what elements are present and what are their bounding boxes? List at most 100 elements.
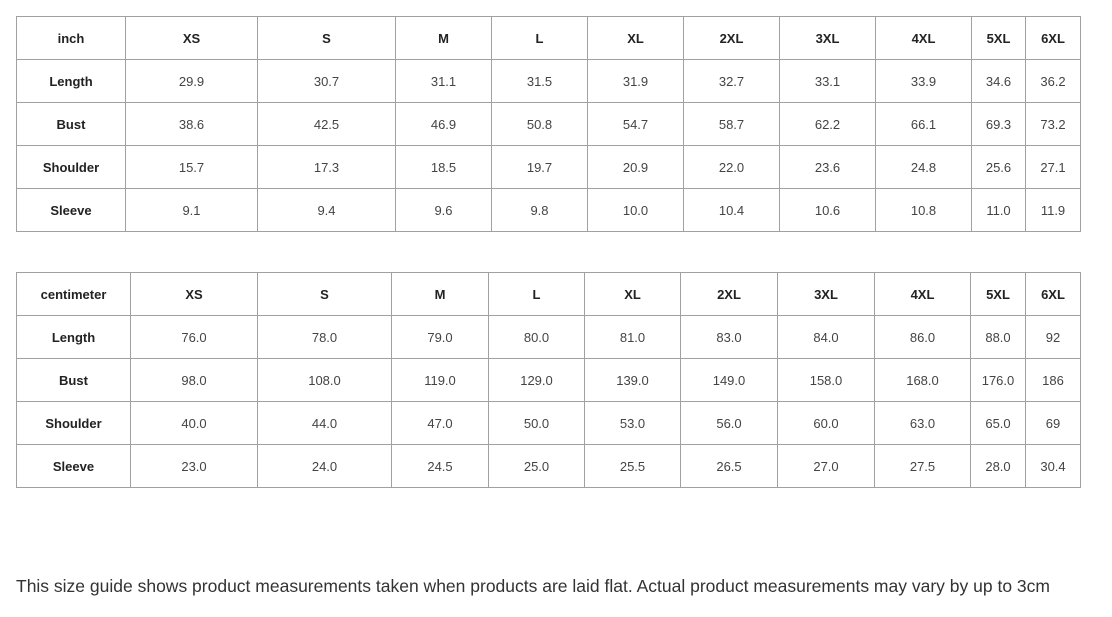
header-cell: 4XL (875, 16, 972, 60)
value-cell: 31.9 (587, 59, 684, 103)
value-cell: 42.5 (257, 102, 396, 146)
header-cell: L (488, 272, 585, 316)
value-cell: 81.0 (584, 315, 681, 359)
value-cell: 44.0 (257, 401, 392, 445)
value-cell: 50.8 (491, 102, 588, 146)
value-cell: 9.1 (125, 188, 258, 232)
header-cell: Sleeve (16, 188, 126, 232)
header-cell: XL (584, 272, 681, 316)
value-cell: 25.5 (584, 444, 681, 488)
value-cell: 84.0 (777, 315, 875, 359)
value-cell: 30.7 (257, 59, 396, 103)
header-cell: Bust (16, 358, 131, 402)
value-cell: 108.0 (257, 358, 392, 402)
value-cell: 15.7 (125, 145, 258, 189)
value-cell: 29.9 (125, 59, 258, 103)
value-cell: 11.9 (1025, 188, 1081, 232)
value-cell: 20.9 (587, 145, 684, 189)
value-cell: 56.0 (680, 401, 778, 445)
value-cell: 78.0 (257, 315, 392, 359)
value-cell: 22.0 (683, 145, 780, 189)
value-cell: 23.6 (779, 145, 876, 189)
value-cell: 60.0 (777, 401, 875, 445)
value-cell: 11.0 (971, 188, 1026, 232)
value-cell: 36.2 (1025, 59, 1081, 103)
value-cell: 31.5 (491, 59, 588, 103)
value-cell: 26.5 (680, 444, 778, 488)
value-cell: 25.0 (488, 444, 585, 488)
value-cell: 129.0 (488, 358, 585, 402)
value-cell: 66.1 (875, 102, 972, 146)
value-cell: 53.0 (584, 401, 681, 445)
value-cell: 50.0 (488, 401, 585, 445)
size-table-cm: centimeter XS S M L XL 2XL 3XL 4XL 5XL 6XL Length 76… (16, 272, 1081, 488)
value-cell: 86.0 (874, 315, 971, 359)
value-cell: 149.0 (680, 358, 778, 402)
value-cell: 119.0 (391, 358, 489, 402)
value-cell: 33.9 (875, 59, 972, 103)
value-cell: 46.9 (395, 102, 492, 146)
data-row: Sleeve 9.1 9.4 9.6 9.8 10.0 10.4 10.6 10.8 11.0 11… (16, 188, 1081, 232)
header-cell: 5XL (971, 16, 1026, 60)
value-cell: 9.8 (491, 188, 588, 232)
value-cell: 32.7 (683, 59, 780, 103)
value-cell: 76.0 (130, 315, 258, 359)
value-cell: 27.0 (777, 444, 875, 488)
size-note: This size guide shows product measuremen… (16, 576, 1050, 596)
data-row: Shoulder 40.0 44.0 47.0 50.0 53.0 56.0 60.0 63.0… (16, 401, 1081, 445)
data-row: Sleeve 23.0 24.0 24.5 25.0 25.5 26.5 27.0 27.5 28… (16, 444, 1081, 488)
value-cell: 54.7 (587, 102, 684, 146)
data-row: Shoulder 15.7 17.3 18.5 19.7 20.9 22.0 23.6 24.8… (16, 145, 1081, 189)
value-cell: 10.8 (875, 188, 972, 232)
value-cell: 40.0 (130, 401, 258, 445)
header-cell: 5XL (970, 272, 1026, 316)
header-cell: Shoulder (16, 401, 131, 445)
value-cell: 58.7 (683, 102, 780, 146)
value-cell: 25.6 (971, 145, 1026, 189)
header-cell: M (391, 272, 489, 316)
data-row: Length 29.9 30.7 31.1 31.5 31.9 32.7 33.1 33.9 34… (16, 59, 1081, 103)
header-cell: 4XL (874, 272, 971, 316)
header-cell: centimeter (16, 272, 131, 316)
header-cell: L (491, 16, 588, 60)
value-cell: 10.4 (683, 188, 780, 232)
header-cell: S (257, 272, 392, 316)
header-cell: 2XL (680, 272, 778, 316)
value-cell: 168.0 (874, 358, 971, 402)
data-row: Length 76.0 78.0 79.0 80.0 81.0 83.0 84.0 86.0 88… (16, 315, 1081, 359)
value-cell: 9.6 (395, 188, 492, 232)
header-cell: 3XL (779, 16, 876, 60)
header-cell: M (395, 16, 492, 60)
value-cell: 30.4 (1025, 444, 1081, 488)
value-cell: 28.0 (970, 444, 1026, 488)
value-cell: 31.1 (395, 59, 492, 103)
value-cell: 10.6 (779, 188, 876, 232)
value-cell: 73.2 (1025, 102, 1081, 146)
value-cell: 80.0 (488, 315, 585, 359)
header-row: inch XS S M L XL 2XL 3XL 4XL 5XL 6XL (16, 16, 1081, 60)
value-cell: 186 (1025, 358, 1081, 402)
value-cell: 10.0 (587, 188, 684, 232)
value-cell: 23.0 (130, 444, 258, 488)
value-cell: 62.2 (779, 102, 876, 146)
value-cell: 98.0 (130, 358, 258, 402)
value-cell: 27.1 (1025, 145, 1081, 189)
size-table-inch: inch XS S M L XL 2XL 3XL 4XL 5XL 6XL Length 29.9 30.7… (16, 16, 1081, 232)
header-cell: inch (16, 16, 126, 60)
value-cell: 38.6 (125, 102, 258, 146)
value-cell: 158.0 (777, 358, 875, 402)
value-cell: 83.0 (680, 315, 778, 359)
value-cell: 24.8 (875, 145, 972, 189)
header-cell: S (257, 16, 396, 60)
value-cell: 176.0 (970, 358, 1026, 402)
value-cell: 18.5 (395, 145, 492, 189)
header-cell: 6XL (1025, 16, 1081, 60)
header-cell: Shoulder (16, 145, 126, 189)
value-cell: 65.0 (970, 401, 1026, 445)
value-cell: 47.0 (391, 401, 489, 445)
header-cell: Length (16, 315, 131, 359)
header-cell: 2XL (683, 16, 780, 60)
header-cell: Length (16, 59, 126, 103)
value-cell: 9.4 (257, 188, 396, 232)
